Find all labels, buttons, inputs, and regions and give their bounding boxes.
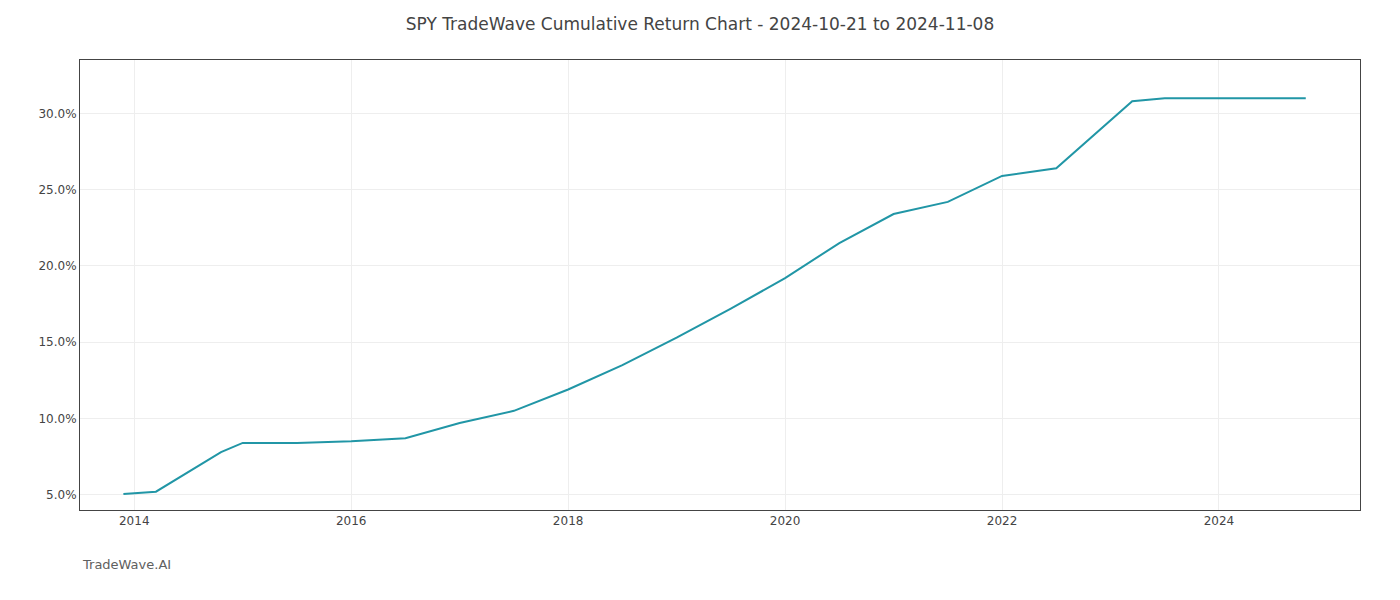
- svg-text:2016: 2016: [336, 514, 367, 528]
- svg-text:2014: 2014: [119, 514, 150, 528]
- svg-text:10.0%: 10.0%: [38, 412, 76, 426]
- svg-text:20.0%: 20.0%: [38, 259, 76, 273]
- svg-text:2018: 2018: [553, 514, 584, 528]
- svg-text:5.0%: 5.0%: [46, 488, 77, 502]
- svg-text:2024: 2024: [1204, 514, 1235, 528]
- svg-text:2022: 2022: [987, 514, 1018, 528]
- svg-text:25.0%: 25.0%: [38, 183, 76, 197]
- svg-text:SPY TradeWave Cumulative Retur: SPY TradeWave Cumulative Return Chart - …: [406, 14, 994, 34]
- svg-text:30.0%: 30.0%: [38, 107, 76, 121]
- svg-text:TradeWave.AI: TradeWave.AI: [82, 557, 171, 572]
- svg-text:2020: 2020: [770, 514, 801, 528]
- svg-text:15.0%: 15.0%: [38, 335, 76, 349]
